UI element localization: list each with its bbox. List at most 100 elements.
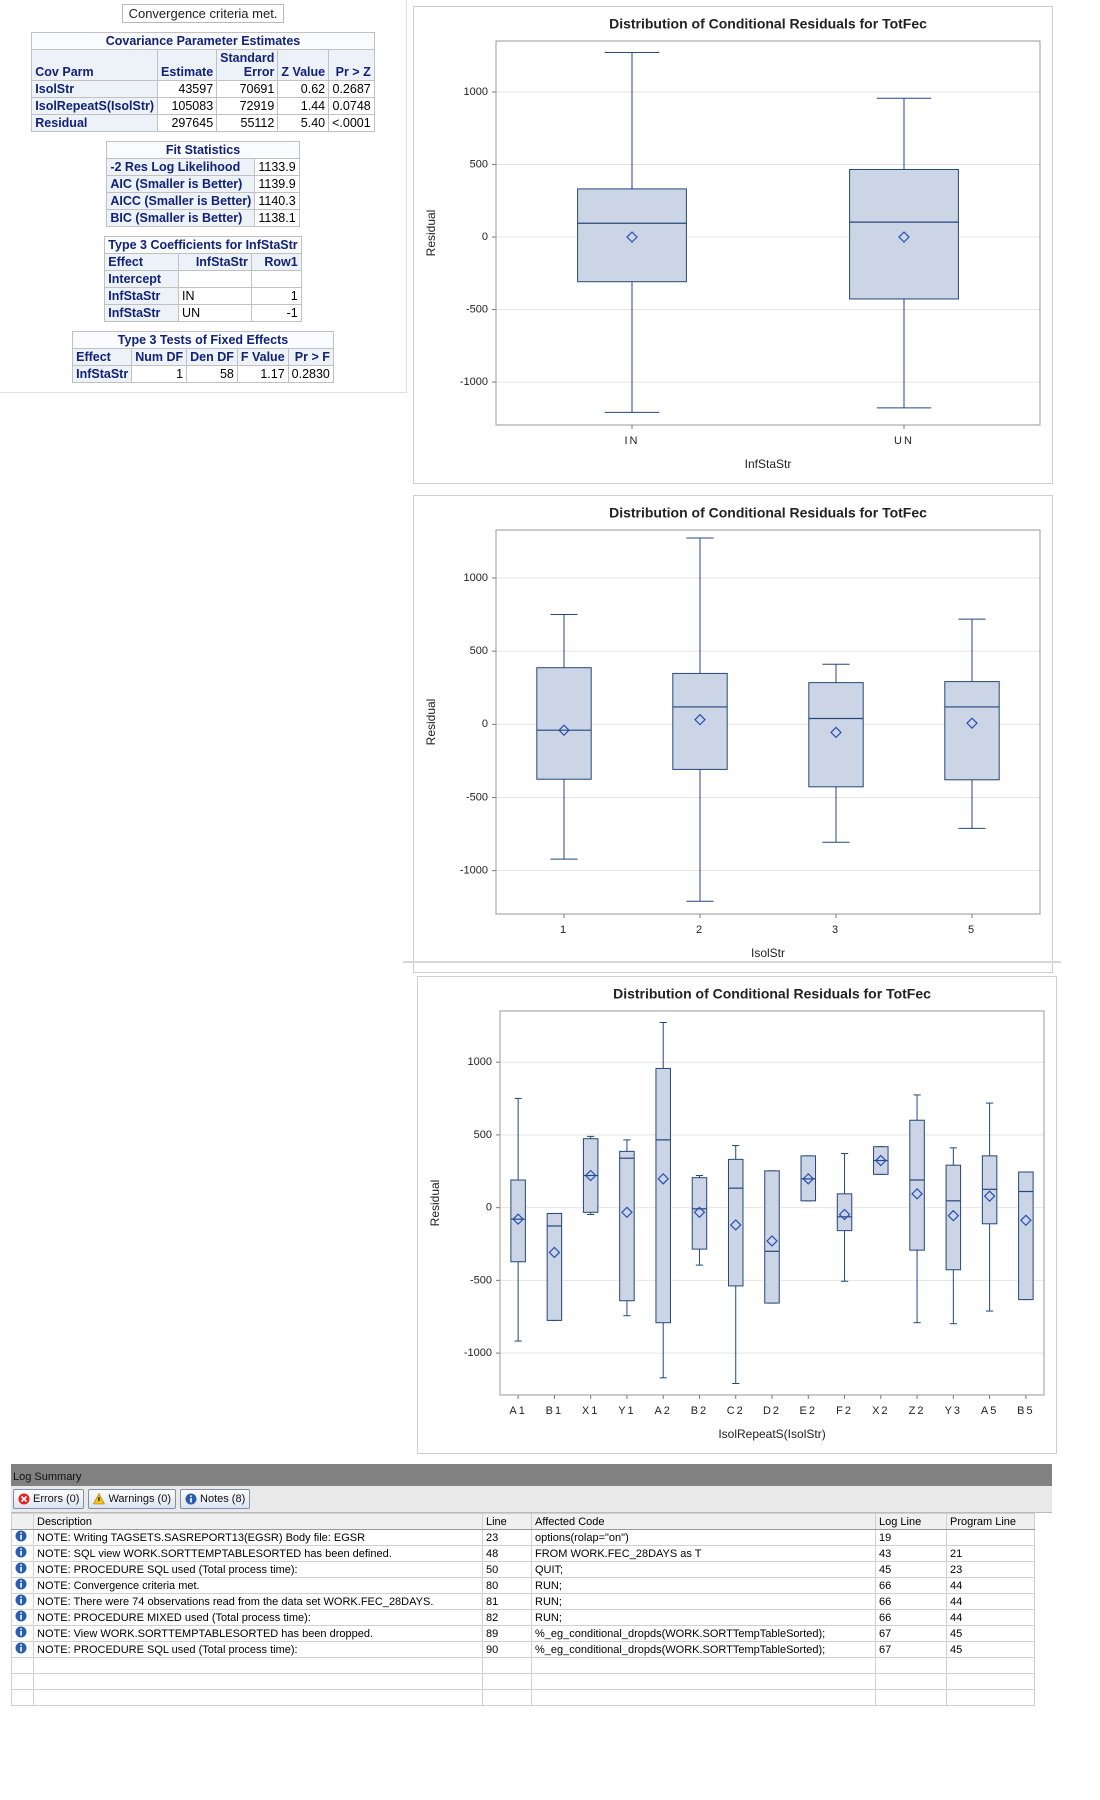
stats-table: Fit Statistics -2 Res Log Likelihood 1133.… xyxy=(106,141,300,227)
box xyxy=(764,1170,780,1304)
column-header: Affected Code xyxy=(531,1513,876,1530)
log-row[interactable]: NOTE: PROCEDURE SQL used (Total process … xyxy=(11,1641,1035,1658)
filter-button[interactable]: Warnings (0) xyxy=(88,1489,177,1509)
table-row: IsolStr 43597 70691 0.62 0.2687 xyxy=(31,80,375,98)
y-axis-label: Residual xyxy=(424,210,438,257)
mean-marker xyxy=(966,717,978,730)
chart-panel: Distribution of Conditional Residuals fo… xyxy=(417,976,1057,1454)
box xyxy=(944,681,1000,781)
x-axis-label: IsolRepeatS(IsolStr) xyxy=(718,1427,825,1441)
column-header: Cov Parm xyxy=(31,49,159,81)
box xyxy=(727,1158,744,1287)
column-header: Program Line xyxy=(946,1513,1035,1530)
row-header: AICC (Smaller is Better) xyxy=(106,192,256,210)
table-cell: 105083 xyxy=(157,97,218,115)
empty-cell xyxy=(178,270,252,288)
box xyxy=(836,1193,853,1232)
table-cell: 1133.9 xyxy=(254,158,300,176)
x-tick-label: D2 xyxy=(763,1405,781,1417)
info-mark xyxy=(190,1498,192,1503)
y-tick-label: -500 xyxy=(470,1274,492,1286)
empty-cell xyxy=(875,1657,947,1674)
filter-button[interactable]: Errors (0) xyxy=(13,1489,85,1509)
log-row[interactable]: NOTE: SQL view WORK.SORTTEMPTABLESORTED … xyxy=(11,1545,1035,1562)
empty-cell xyxy=(875,1689,947,1706)
table-cell: UN xyxy=(178,304,252,322)
table-title-row: Type 3 Tests of Fixed Effects xyxy=(72,331,334,349)
icon-cell xyxy=(11,1545,34,1562)
column-header: Effect xyxy=(104,253,180,271)
table-cell: 0.2687 xyxy=(328,80,375,98)
log-row[interactable]: NOTE: There were 74 observations read fr… xyxy=(11,1593,1035,1610)
table-row: AIC (Smaller is Better) 1139.9 xyxy=(106,175,300,193)
log-cell: 23 xyxy=(946,1561,1035,1578)
info-mark xyxy=(20,1551,22,1556)
y-tick-label: 1000 xyxy=(464,86,488,98)
box xyxy=(808,682,864,788)
table-row: BIC (Smaller is Better) 1138.1 xyxy=(106,209,300,227)
log-cell: 81 xyxy=(482,1593,532,1610)
log-row[interactable]: NOTE: PROCEDURE MIXED used (Total proces… xyxy=(11,1609,1035,1626)
log-toolbar: Errors (0) Warnings (0) Notes (8) xyxy=(11,1486,1052,1513)
table-row: Residual 297645 55112 5.40 <.0001 xyxy=(31,114,375,132)
blank-row xyxy=(11,1657,1035,1674)
icon xyxy=(185,1493,197,1505)
row-header: InfStaStr xyxy=(72,365,133,383)
button-label: Errors (0) xyxy=(33,1493,80,1505)
mean-marker xyxy=(802,1173,815,1185)
info-mark xyxy=(20,1567,22,1572)
x-tick-label: UN xyxy=(894,435,914,447)
header-row: Description Line Affected Code Log Line Prog… xyxy=(11,1513,1035,1530)
button-label: Warnings (0) xyxy=(108,1493,172,1505)
box xyxy=(1018,1171,1034,1301)
table-cell: 0.2830 xyxy=(287,365,334,383)
x-tick-label: B5 xyxy=(1017,1405,1034,1417)
log-cell: NOTE: PROCEDURE SQL used (Total process … xyxy=(33,1561,483,1578)
table-cell: 0.0748 xyxy=(328,97,375,115)
blank-row xyxy=(11,1673,1035,1690)
y-tick-label: 500 xyxy=(470,645,488,657)
column-header: Pr > Z xyxy=(328,49,375,81)
log-cell: options(rolap="on") xyxy=(531,1529,876,1546)
row-header: AIC (Smaller is Better) xyxy=(106,175,256,193)
filter-button[interactable]: Notes (8) xyxy=(180,1489,251,1509)
table-cell: 1140.3 xyxy=(254,192,300,210)
log-cell: NOTE: PROCEDURE MIXED used (Total proces… xyxy=(33,1609,483,1626)
log-cell: 66 xyxy=(875,1593,947,1610)
x-tick-label: 1 xyxy=(560,924,568,936)
icon xyxy=(15,1626,27,1638)
row-header: Intercept xyxy=(104,270,180,288)
table-title: Covariance Parameter Estimates xyxy=(31,32,375,50)
empty-cell xyxy=(531,1689,876,1706)
column-header: Den DF xyxy=(186,348,238,366)
log-cell: RUN; xyxy=(531,1593,876,1610)
table-cell: 58 xyxy=(186,365,238,383)
icon-header xyxy=(11,1513,34,1530)
status-message: Convergence criteria met. xyxy=(121,4,285,23)
row-header: -2 Res Log Likelihood xyxy=(106,158,256,176)
log-title: Log Summary xyxy=(11,1464,1052,1486)
log-row[interactable]: NOTE: Convergence criteria met. 80 RUN; 66 4… xyxy=(11,1577,1035,1594)
log-row[interactable]: NOTE: PROCEDURE SQL used (Total process … xyxy=(11,1561,1035,1578)
info-dot xyxy=(20,1532,22,1535)
empty-cell xyxy=(33,1657,483,1674)
table-cell: 0.62 xyxy=(277,80,330,98)
header-row: Cov Parm Estimate Standard Error Z Value Pr … xyxy=(31,49,375,81)
icon-cell xyxy=(11,1561,34,1578)
log-cell: 66 xyxy=(875,1609,947,1626)
log-cell: 19 xyxy=(875,1529,947,1546)
table-title-row: Covariance Parameter Estimates xyxy=(31,32,375,50)
log-row[interactable]: NOTE: Writing TAGSETS.SASREPORT13(EGSR) … xyxy=(11,1529,1035,1546)
log-row[interactable]: NOTE: View WORK.SORTTEMPTABLESORTED has … xyxy=(11,1625,1035,1642)
blank-row xyxy=(11,1689,1035,1706)
table-cell: 1 xyxy=(131,365,188,383)
mean-marker xyxy=(983,1190,996,1203)
log-cell: 67 xyxy=(875,1625,947,1642)
column-header: Standard Error xyxy=(216,49,279,81)
table-title: Type 3 Coefficients for InfStaStr xyxy=(104,236,302,254)
mean-marker xyxy=(512,1213,524,1225)
box xyxy=(546,1212,563,1321)
icon xyxy=(15,1610,27,1622)
log-cell: 21 xyxy=(946,1545,1035,1562)
info-dot xyxy=(20,1596,22,1599)
